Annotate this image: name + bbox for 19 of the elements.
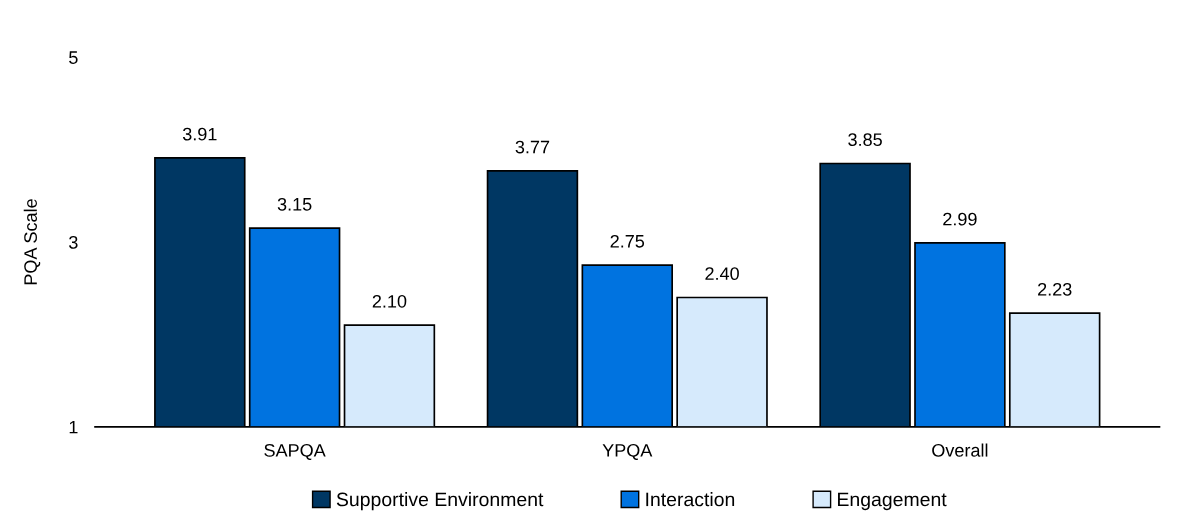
legend-label: Engagement: [838, 492, 947, 511]
data-label: 2.10: [372, 294, 407, 308]
legend-label: Supportive Environment: [336, 492, 544, 511]
data-label: 3.85: [848, 133, 882, 147]
data-label: 3.91: [182, 127, 217, 141]
y-axis-title: PQA Scale: [23, 199, 41, 285]
data-label: 2.40: [705, 267, 739, 281]
x-tick-label: YPQA: [602, 443, 653, 460]
legend-label: Interaction: [646, 492, 735, 507]
data-label: 3.15: [277, 197, 312, 211]
data-label: 2.23: [1038, 282, 1072, 296]
y-tick-label: 5: [69, 51, 78, 64]
y-tick-label: 1: [69, 420, 78, 434]
x-tick-label: SAPQA: [264, 443, 326, 460]
data-label: 3.77: [515, 140, 550, 154]
x-tick-label: Overall: [932, 443, 988, 457]
data-label: 2.75: [610, 234, 645, 248]
data-label: 2.99: [943, 212, 977, 226]
y-tick-label: 3: [69, 235, 78, 249]
